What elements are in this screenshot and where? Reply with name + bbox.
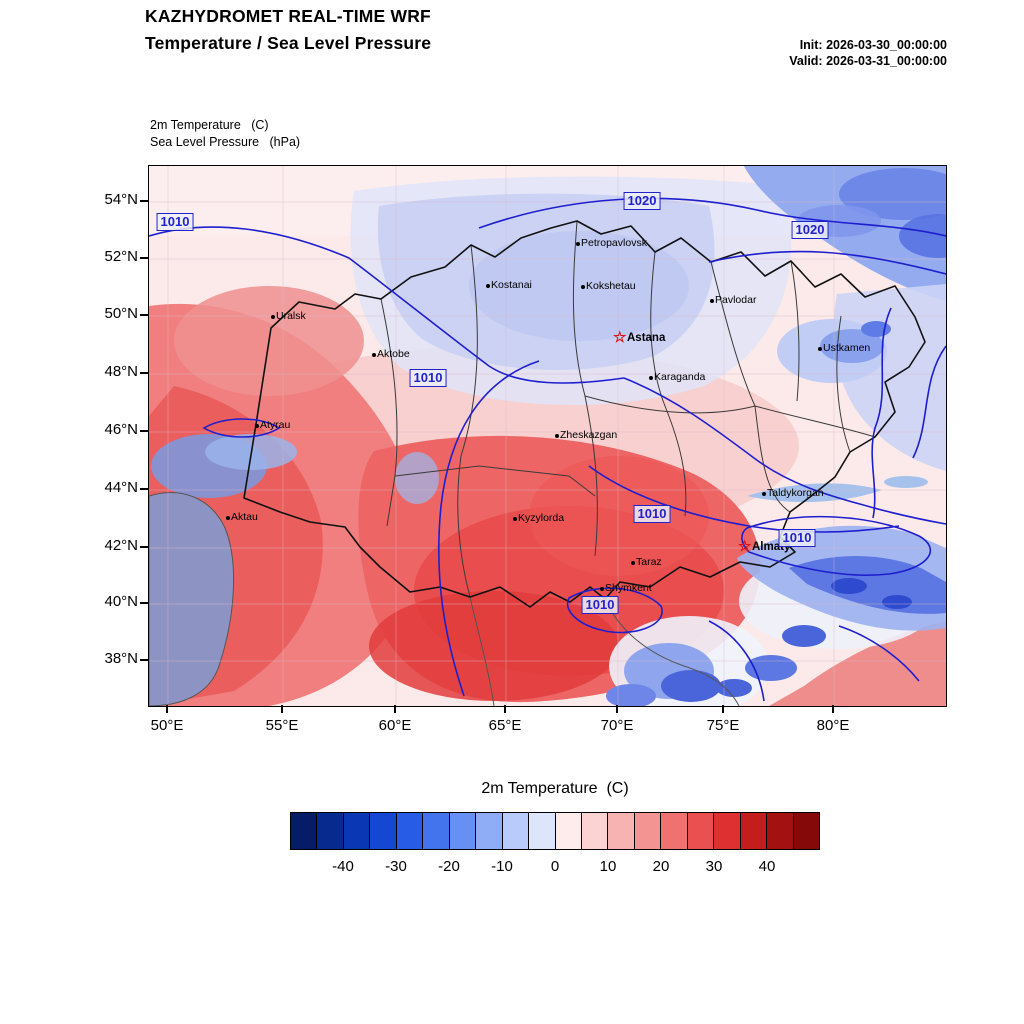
colorbar-segment: [608, 813, 635, 849]
lon-tick-label: 65°E: [488, 717, 522, 734]
colorbar-segment: [555, 813, 582, 849]
colorbar-segment: [343, 813, 371, 849]
lat-tick-mark: [140, 200, 148, 202]
colorbar-segment: [767, 813, 794, 849]
lon-tick-label: 75°E: [706, 717, 740, 734]
valid-timestamp: Valid: 2026-03-31_00:00:00: [789, 54, 947, 68]
colorbar-title: 2m Temperature (C): [481, 780, 629, 797]
lon-tick-label: 55°E: [265, 717, 299, 734]
colorbar-segment: [714, 813, 741, 849]
lat-tick-label: 50°N: [104, 305, 138, 322]
colorbar-tick-label: 40: [758, 858, 776, 875]
colorbar-tick-label: 10: [599, 858, 617, 875]
colorbar-segment: [370, 813, 397, 849]
lat-tick-label: 48°N: [104, 363, 138, 380]
lat-tick-label: 42°N: [104, 537, 138, 554]
colorbar-segment: [661, 813, 688, 849]
lon-tick-label: 80°E: [816, 717, 850, 734]
init-timestamp: Init: 2026-03-30_00:00:00: [799, 38, 947, 52]
map-canvas: [148, 165, 947, 707]
lat-tick-label: 52°N: [104, 248, 138, 265]
lat-tick-mark: [140, 314, 148, 316]
country-borders: [243, 220, 926, 706]
colorbar-tick-row: -40 -30 -20 -10 0 10 20 30 40: [290, 858, 820, 880]
colorbar-tick-label: 0: [550, 858, 560, 875]
lon-tick-label: 50°E: [150, 717, 184, 734]
lon-tick-label: 70°E: [600, 717, 634, 734]
lat-tick-label: 38°N: [104, 650, 138, 667]
colorbar: [290, 812, 820, 850]
lat-tick-mark: [140, 372, 148, 374]
pressure-contours: [149, 197, 946, 702]
lat-tick-mark: [140, 488, 148, 490]
colorbar-segment: [529, 813, 556, 849]
colorbar-segment: [476, 813, 503, 849]
lon-tick-label: 60°E: [378, 717, 412, 734]
lat-tick-label: 44°N: [104, 479, 138, 496]
caspian-sea: [149, 434, 297, 706]
lat-tick-mark: [140, 602, 148, 604]
colorbar-segment: [396, 813, 424, 849]
field-label-pressure: Sea Level Pressure (hPa): [150, 135, 301, 149]
temperature-pressure-field-svg: [149, 166, 946, 706]
lat-tick-label: 46°N: [104, 421, 138, 438]
colorbar-tick-label: -40: [332, 858, 354, 875]
colorbar-segment: [502, 813, 530, 849]
colorbar-tick-label: -30: [385, 858, 407, 875]
lat-tick-mark: [140, 659, 148, 661]
colorbar-segment: [291, 813, 318, 849]
colorbar-segment: [423, 813, 450, 849]
colorbar-segment: [740, 813, 768, 849]
page-title-line2: Temperature / Sea Level Pressure: [145, 33, 432, 53]
colorbar-tick-label: -20: [438, 858, 460, 875]
colorbar-segment: [634, 813, 662, 849]
colorbar-tick-label: -10: [491, 858, 513, 875]
colorbar-segment: [581, 813, 609, 849]
colorbar-segment-row: [291, 813, 820, 849]
colorbar-segment: [449, 813, 477, 849]
colorbar-segment: [793, 813, 820, 849]
colorbar-segment: [317, 813, 344, 849]
colorbar-tick-label: 30: [705, 858, 723, 875]
lat-tick-label: 54°N: [104, 191, 138, 208]
lat-tick-mark: [140, 257, 148, 259]
lat-tick-label: 40°N: [104, 593, 138, 610]
lat-tick-mark: [140, 546, 148, 548]
field-label-temperature: 2m Temperature (C): [150, 118, 269, 132]
graticule: [149, 166, 946, 706]
page-title-line1: KAZHYDROMET REAL-TIME WRF: [145, 6, 431, 26]
colorbar-tick-label: 20: [652, 858, 670, 875]
colorbar-segment: [687, 813, 715, 849]
lat-tick-mark: [140, 430, 148, 432]
